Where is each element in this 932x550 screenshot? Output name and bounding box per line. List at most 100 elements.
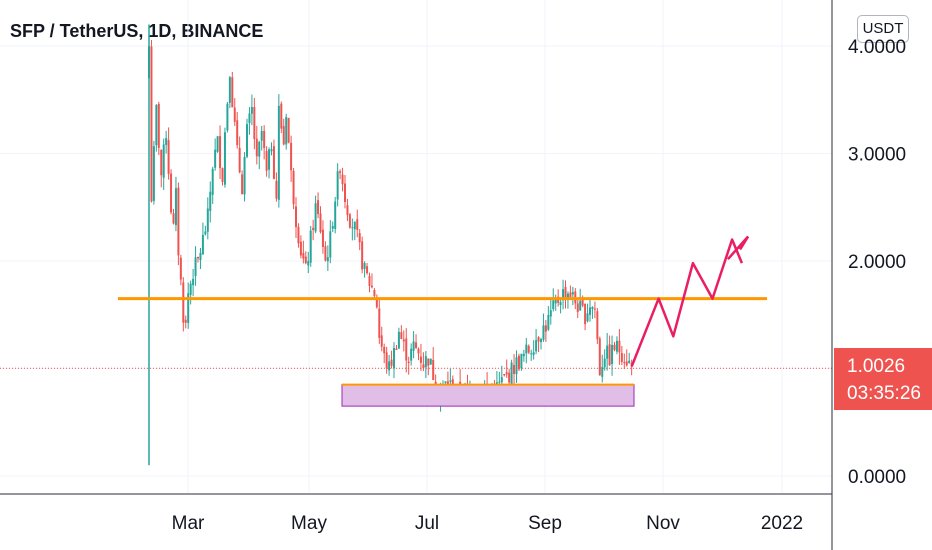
candle-body xyxy=(309,230,312,263)
candle-body xyxy=(383,346,386,354)
last-price-tag: 1.0026 03:35:26 xyxy=(834,348,932,410)
time-tick-label: Nov xyxy=(646,513,680,534)
candle-body xyxy=(152,146,155,201)
candle-body xyxy=(429,358,432,365)
candle-body xyxy=(157,103,160,148)
candle-body xyxy=(295,206,297,228)
candle-body xyxy=(397,331,400,349)
candle-body xyxy=(314,203,317,232)
candle-body xyxy=(277,105,280,200)
candle-body xyxy=(211,168,214,195)
candle-body xyxy=(517,355,520,370)
candle-body xyxy=(353,221,356,230)
price-axis[interactable]: 4.0000 3.0000 2.0000 0.0000 xyxy=(848,37,906,488)
candle-body xyxy=(608,344,611,366)
candle-body xyxy=(177,187,180,256)
candle-body xyxy=(184,319,187,323)
candle-body xyxy=(292,170,295,205)
candle-body xyxy=(243,156,246,195)
candle-body xyxy=(530,353,533,355)
candle-body xyxy=(246,124,248,157)
candle-body xyxy=(348,214,351,228)
candle-body xyxy=(375,298,378,308)
candle-body xyxy=(613,344,616,350)
candle-body xyxy=(275,180,278,199)
candle-body xyxy=(562,289,565,301)
candle-body xyxy=(535,340,538,352)
candle-body xyxy=(542,325,545,340)
candle-body xyxy=(258,141,261,157)
time-tick-label: Mar xyxy=(172,513,205,534)
candle-body xyxy=(549,310,552,317)
candle-body xyxy=(584,303,587,325)
candle-body xyxy=(579,300,582,311)
candle-body xyxy=(216,136,219,152)
candle-body xyxy=(547,315,550,330)
candle-body xyxy=(566,293,569,298)
candle-body xyxy=(192,278,195,286)
price-tick-label: 4.0000 xyxy=(848,37,906,58)
candle-body xyxy=(598,338,601,376)
candle-body xyxy=(522,353,525,357)
candle-body xyxy=(280,103,283,129)
candle-body xyxy=(552,300,555,310)
candle-body xyxy=(233,107,236,122)
candle-body xyxy=(255,138,258,157)
candle-body xyxy=(155,105,158,146)
candle-body xyxy=(363,263,366,269)
candle-body xyxy=(312,227,315,230)
candle-body xyxy=(329,231,332,258)
candle-body xyxy=(361,241,364,270)
candle-body xyxy=(189,283,192,295)
candle-body xyxy=(344,183,346,203)
candle-body xyxy=(513,364,516,374)
candle-body xyxy=(150,46,153,202)
candle-body xyxy=(410,348,413,361)
candle-body xyxy=(248,113,251,124)
time-axis[interactable]: Mar May Jul Sep Nov 2022 xyxy=(172,513,804,534)
candle-body xyxy=(446,381,449,385)
candle-body xyxy=(393,347,395,369)
candle-body xyxy=(625,361,628,366)
candle-body xyxy=(444,381,447,383)
candle-body xyxy=(358,233,361,243)
candle-body xyxy=(167,140,170,174)
projection-path xyxy=(630,238,744,367)
candle-body xyxy=(537,337,540,342)
candle-body xyxy=(290,142,293,171)
candle-body xyxy=(370,285,373,288)
candle-body xyxy=(179,257,182,280)
candle-body xyxy=(620,352,623,362)
candle-body xyxy=(498,381,501,383)
time-tick-label: Jul xyxy=(415,513,439,534)
time-tick-label: 2022 xyxy=(761,513,803,534)
candle-body xyxy=(253,107,256,140)
candle-body xyxy=(351,227,354,229)
candle-body xyxy=(187,293,190,324)
candle-body xyxy=(388,361,391,371)
candle-body xyxy=(378,308,381,338)
candle-body xyxy=(505,372,508,375)
last-price: 1.0026 xyxy=(847,356,906,377)
candle-body xyxy=(228,77,231,103)
candle-body xyxy=(601,367,604,377)
candle-body xyxy=(326,257,329,262)
candle-body xyxy=(623,362,626,364)
time-tick-label: May xyxy=(291,513,327,534)
candle-body xyxy=(201,234,204,255)
candle-body xyxy=(571,292,574,295)
candle-body xyxy=(525,344,528,354)
candle-body xyxy=(576,303,579,312)
candle-body xyxy=(172,213,175,224)
candle-body xyxy=(194,257,197,277)
currency-button[interactable]: USDT xyxy=(857,15,909,43)
candle-body xyxy=(606,345,609,359)
candle-body xyxy=(581,297,584,306)
candle-body xyxy=(231,77,234,108)
drawings xyxy=(0,235,832,407)
candle-body xyxy=(415,342,418,348)
candle-body xyxy=(331,226,334,229)
candle-body xyxy=(304,256,307,264)
candle-body xyxy=(282,126,285,145)
